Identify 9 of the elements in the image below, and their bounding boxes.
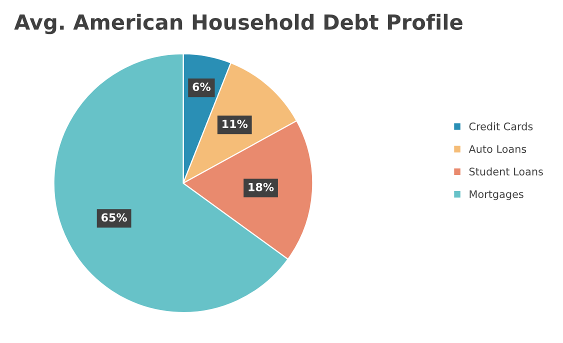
legend-label: Auto Loans: [468, 145, 526, 153]
data-label: 18%: [248, 182, 274, 192]
legend-label: Student Loans: [469, 167, 543, 176]
data-label: 6%: [192, 82, 211, 92]
chart-title: Avg. American Household Debt Profile: [14, 14, 462, 34]
data-label: 65%: [101, 213, 128, 222]
data-label: 11%: [222, 120, 248, 128]
legend-label: Credit Cards: [469, 122, 533, 130]
legend-label: Mortgages: [470, 190, 524, 200]
